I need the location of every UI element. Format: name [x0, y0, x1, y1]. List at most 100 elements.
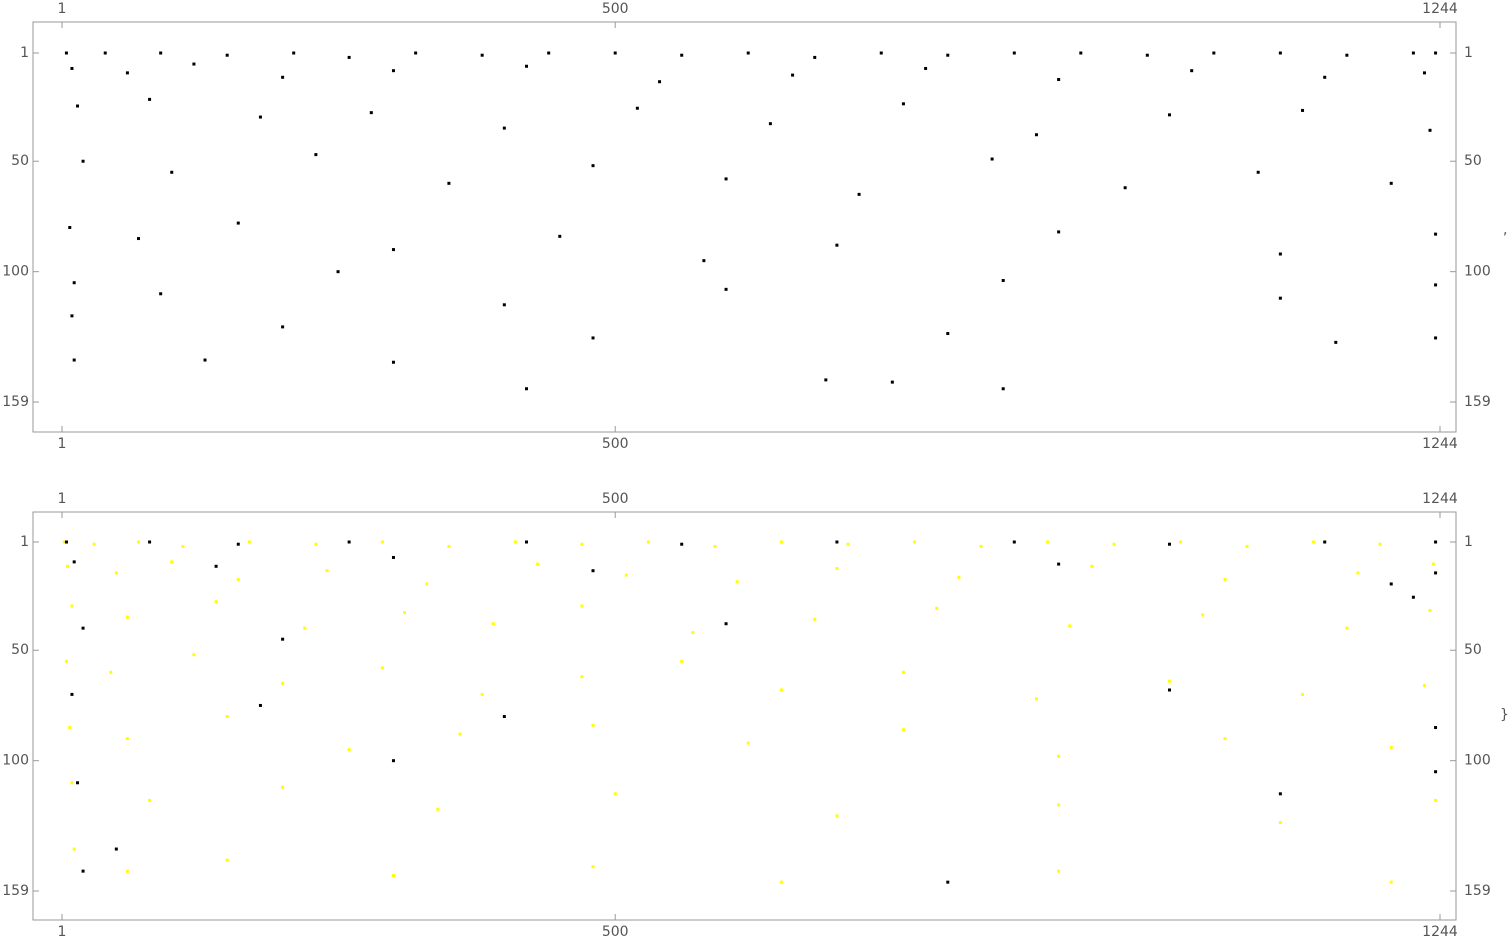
- matrix-cell: [813, 617, 817, 621]
- matrix-cell: [1034, 697, 1038, 701]
- matrix-cell: [680, 53, 684, 57]
- matrix-cell: [913, 540, 917, 544]
- matrix-cell: [1090, 564, 1094, 568]
- y-tick-label: 159: [1464, 883, 1491, 899]
- matrix-cell: [66, 564, 70, 568]
- matrix-cell: [1068, 624, 1072, 628]
- matrix-cell: [1256, 170, 1260, 174]
- y-tick-label: 100: [2, 264, 29, 280]
- matrix-cell: [901, 728, 905, 732]
- matrix-cell: [76, 781, 80, 785]
- matrix-cell: [72, 560, 76, 564]
- matrix-cell: [946, 880, 950, 884]
- x-tick-label: 500: [602, 1, 629, 17]
- matrix-cell: [879, 51, 883, 55]
- matrix-cell: [635, 106, 639, 110]
- matrix-cell: [525, 387, 529, 391]
- matrix-cell: [1057, 803, 1061, 807]
- matrix-cell: [281, 637, 285, 641]
- matrix-cell: [425, 582, 429, 586]
- matrix-cell: [1434, 798, 1438, 802]
- x-tick-label: 500: [602, 491, 629, 507]
- matrix-cell: [1167, 679, 1171, 683]
- matrix-cell: [68, 226, 72, 229]
- y-tick-label: 1: [1464, 45, 1473, 61]
- x-tick-label: 1244: [1422, 924, 1458, 940]
- matrix-cell: [835, 540, 839, 544]
- matrix-cell: [148, 540, 152, 544]
- matrix-cell: [1428, 608, 1432, 612]
- plot-frame: [32, 21, 1457, 433]
- matrix-cell: [680, 542, 684, 546]
- matrix-cell: [525, 64, 529, 68]
- matrix-cell: [64, 51, 68, 55]
- y-tick-label: 100: [2, 753, 29, 769]
- matrix-cell: [591, 336, 595, 340]
- matrix-cell: [236, 542, 240, 546]
- matrix-cell: [1278, 296, 1282, 300]
- matrix-cell: [713, 544, 717, 548]
- matrix-cell: [236, 221, 240, 225]
- separator: ,: [1503, 222, 1507, 238]
- matrix-cell: [979, 544, 983, 548]
- matrix-cell: [1422, 71, 1426, 75]
- separator: }: [1500, 707, 1509, 723]
- matrix-cell: [835, 814, 839, 818]
- matrix-cell: [159, 51, 163, 55]
- x-tick-label: 1: [58, 924, 67, 940]
- matrix-cell: [281, 785, 285, 789]
- matrix-cell: [64, 540, 68, 544]
- matrix-cell: [525, 540, 529, 544]
- matrix-cell: [281, 681, 285, 685]
- matrix-cell: [591, 865, 595, 869]
- matrix-cell: [791, 73, 795, 77]
- matrix-cell: [768, 122, 772, 126]
- matrix-cell: [1278, 821, 1282, 825]
- matrix-cell: [1278, 51, 1282, 55]
- matrix-cell: [325, 569, 329, 573]
- matrix-cell: [1356, 571, 1360, 575]
- matrix-cell: [314, 153, 318, 157]
- matrix-cell: [347, 748, 351, 752]
- matrix-cell: [1434, 283, 1438, 287]
- matrix-cell: [1434, 51, 1438, 55]
- matrix-cell: [1201, 613, 1205, 617]
- matrix-cell: [347, 55, 351, 59]
- y-tick-label: 1: [1464, 534, 1473, 550]
- matrix-cell: [1057, 78, 1061, 82]
- matrix-cell: [1167, 688, 1171, 692]
- matrix-cell: [447, 181, 451, 185]
- matrix-cell: [580, 675, 584, 679]
- matrix-cell: [1323, 540, 1327, 544]
- matrix-cell: [824, 378, 828, 382]
- matrix-cell: [125, 737, 129, 741]
- matrix-cell: [658, 80, 662, 84]
- x-tick-label: 1244: [1422, 491, 1458, 507]
- matrix-cell: [1212, 51, 1216, 55]
- matrix-cell: [558, 234, 562, 238]
- matrix-cell: [480, 692, 484, 696]
- matrix-cell: [1434, 571, 1438, 575]
- matrix-cell: [1245, 544, 1249, 548]
- matrix-cell: [1167, 542, 1171, 546]
- matrix-cell: [458, 732, 462, 736]
- matrix-cell: [70, 604, 74, 608]
- matrix-cell: [103, 51, 107, 55]
- matrix-cell: [125, 615, 129, 619]
- matrix-cell: [1422, 684, 1426, 688]
- matrix-cell: [1389, 745, 1393, 749]
- matrix-cell: [1034, 133, 1038, 137]
- matrix-cell: [502, 715, 506, 718]
- matrix-cell: [724, 622, 728, 626]
- matrix-cell: [779, 880, 783, 884]
- y-tick-label: 1: [20, 534, 29, 550]
- matrix-cell: [1223, 578, 1227, 582]
- matrix-cell: [1057, 230, 1061, 234]
- matrix-cell: [1411, 51, 1415, 55]
- matrix-cell: [646, 540, 650, 544]
- matrix-cell: [258, 115, 262, 119]
- matrix-cell: [148, 798, 152, 802]
- matrix-cell: [1057, 869, 1061, 873]
- matrix-cell: [414, 51, 418, 55]
- matrix-cell: [336, 270, 340, 274]
